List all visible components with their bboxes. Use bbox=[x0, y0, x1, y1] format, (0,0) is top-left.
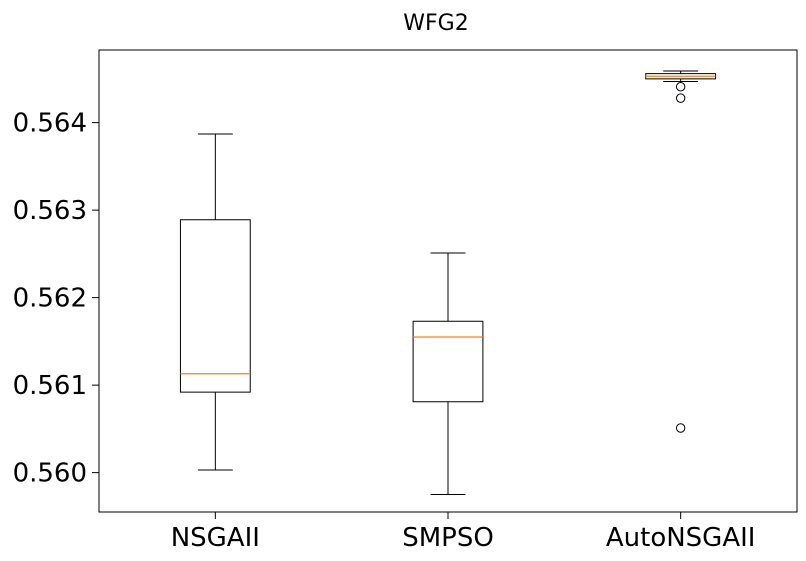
plot-area: 0.560 0.561 0.562 0.563 0.564 NSGAII SMPSO Auto… bbox=[13, 49, 798, 553]
x-tick-label: NSGAII bbox=[171, 523, 260, 553]
chart-title: WFG2 bbox=[403, 11, 468, 36]
x-tick-label: AutoNSGAII bbox=[606, 523, 756, 553]
outlier-point bbox=[675, 82, 686, 92]
y-tick-label: 0.561 bbox=[13, 371, 87, 401]
y-tick-label: 0.563 bbox=[13, 196, 87, 226]
x-tick-label: SMPSO bbox=[402, 523, 494, 553]
outlier-point bbox=[675, 93, 686, 103]
box-smpso bbox=[412, 320, 484, 403]
outlier-point bbox=[675, 423, 686, 433]
y-tick-label: 0.562 bbox=[13, 284, 87, 314]
y-tick-label: 0.564 bbox=[13, 109, 87, 139]
box-nsgaii bbox=[179, 219, 251, 393]
y-tick-label: 0.560 bbox=[13, 459, 87, 489]
